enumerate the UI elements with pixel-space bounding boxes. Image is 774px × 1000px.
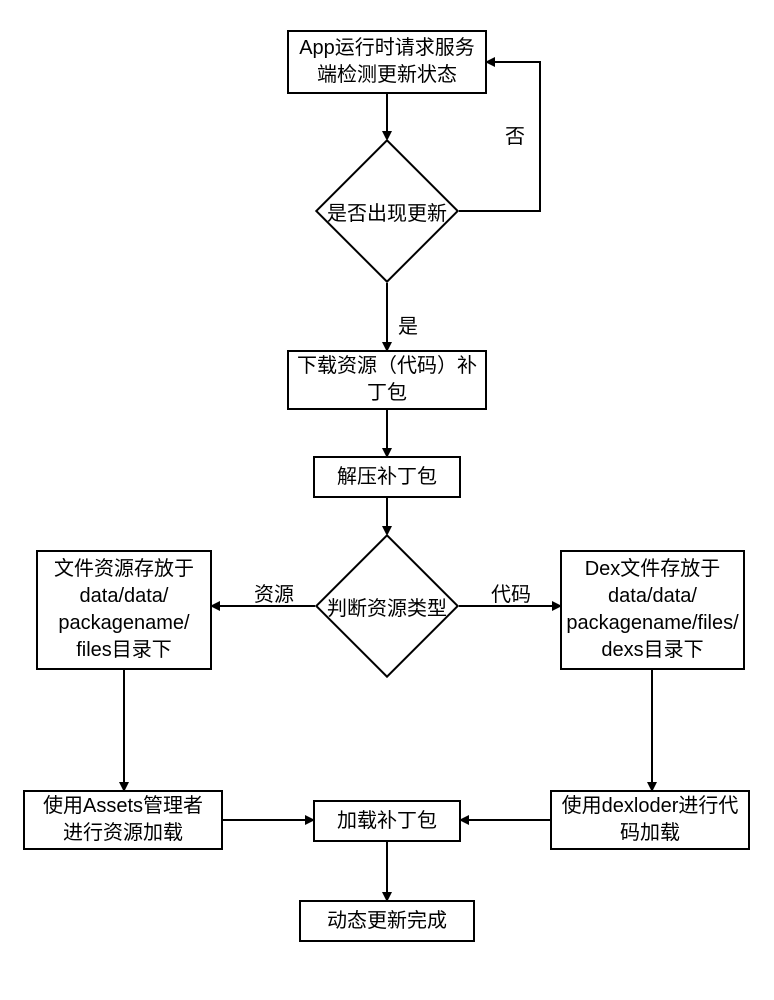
node-store-resource: 文件资源存放于data/data/ packagename/ files目录下	[36, 550, 212, 670]
node-label: 下载资源（代码）补丁包	[297, 353, 477, 407]
node-label: 动态更新完成	[327, 908, 447, 935]
node-unzip: 解压补丁包	[313, 456, 461, 498]
node-label: App运行时请求服务端检测更新状态	[297, 35, 477, 89]
edge-label-yes: 是	[398, 310, 418, 339]
node-load-dex: 使用dexloder进行代码加载	[550, 790, 750, 850]
flowchart-canvas: App运行时请求服务端检测更新状态 是否出现更新 下载资源（代码）补丁包 解压补…	[0, 0, 774, 1000]
node-done: 动态更新完成	[299, 900, 475, 942]
edge-label-resource: 资源	[254, 578, 294, 607]
node-label: Dex文件存放于data/data/ packagename/files/ de…	[566, 556, 738, 664]
diamond-shape	[315, 534, 459, 678]
node-decision-type: 判断资源类型	[336, 555, 438, 657]
node-start: App运行时请求服务端检测更新状态	[287, 30, 487, 94]
edge-label-code: 代码	[491, 578, 531, 607]
node-label: 使用Assets管理者进行资源加载	[33, 793, 213, 847]
node-load-resource: 使用Assets管理者进行资源加载	[23, 790, 223, 850]
edge-label-no: 否	[505, 120, 525, 149]
node-label: 使用dexloder进行代码加载	[560, 793, 740, 847]
diamond-shape	[315, 139, 459, 283]
node-store-dex: Dex文件存放于data/data/ packagename/files/ de…	[560, 550, 745, 670]
node-download: 下载资源（代码）补丁包	[287, 350, 487, 410]
node-label: 加载补丁包	[337, 808, 437, 835]
node-load-patch: 加载补丁包	[313, 800, 461, 842]
node-label: 解压补丁包	[337, 464, 437, 491]
node-label: 文件资源存放于data/data/ packagename/ files目录下	[46, 556, 202, 664]
node-decision-update: 是否出现更新	[336, 160, 438, 262]
